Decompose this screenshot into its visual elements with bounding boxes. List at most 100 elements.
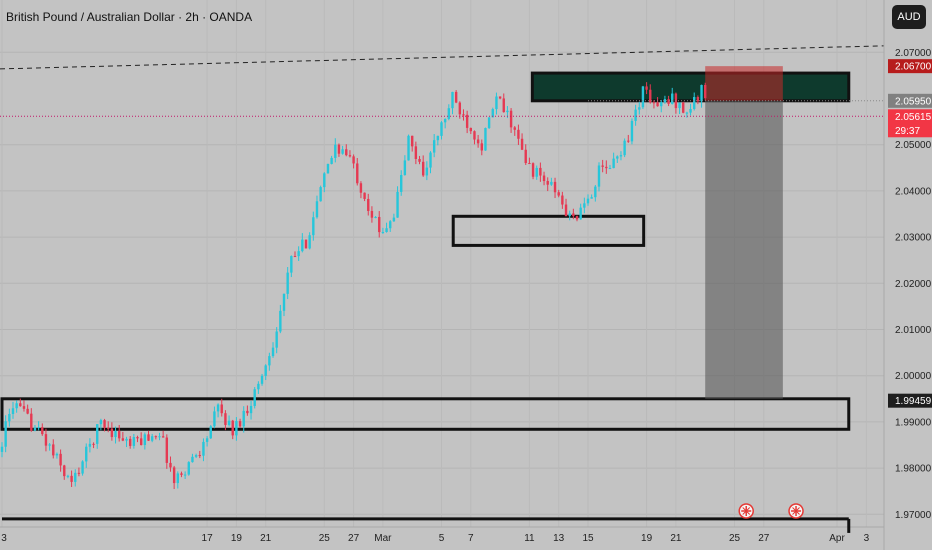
candle (616, 155, 619, 163)
candle (469, 127, 472, 135)
candle-body (564, 204, 568, 217)
candle (235, 417, 238, 441)
candle (30, 408, 33, 432)
candle (682, 101, 685, 114)
candle-body (513, 127, 516, 130)
candle-body (304, 239, 308, 249)
candle (660, 99, 663, 113)
candle (700, 84, 703, 108)
candle-body (411, 135, 414, 147)
candle-body (77, 472, 81, 474)
candle-body (443, 118, 447, 123)
event-flag-icon[interactable] (738, 503, 754, 519)
candle (487, 117, 491, 129)
candle (513, 125, 516, 136)
candle (268, 352, 271, 371)
candle-body (568, 213, 571, 217)
candle-body (476, 139, 480, 144)
candle (367, 193, 370, 216)
candle (220, 398, 223, 417)
candle-body (227, 420, 231, 425)
candle-body (348, 155, 352, 157)
candle (337, 143, 341, 157)
candle-body (619, 155, 623, 157)
price-tag: 2.06700 (888, 59, 932, 74)
time-axis-bg (0, 527, 932, 550)
candle (242, 406, 245, 433)
candle (4, 415, 7, 453)
candle-body (542, 175, 546, 182)
candle-body (205, 438, 209, 442)
candle (425, 161, 429, 181)
candle-body (282, 293, 286, 311)
candle (465, 110, 469, 134)
zone-supply (530, 71, 851, 103)
candle-body (235, 421, 238, 436)
candle (411, 135, 414, 152)
candle-body (183, 474, 187, 476)
candle-body (63, 465, 66, 477)
candle (557, 189, 560, 198)
candle-body (678, 102, 681, 109)
x-tick-label: 7 (468, 533, 474, 544)
candle (634, 104, 637, 126)
candle (389, 220, 392, 232)
candle (231, 419, 234, 440)
candle (473, 130, 476, 145)
candle (107, 421, 110, 433)
candle (158, 432, 161, 441)
candle (77, 467, 81, 477)
candle-body (165, 437, 169, 463)
candle (194, 453, 198, 459)
candle (213, 406, 216, 429)
candle-body (268, 356, 271, 366)
candle-body (279, 310, 282, 332)
y-tick-label: 1.99000 (895, 417, 932, 428)
x-tick-label: 21 (670, 533, 682, 544)
candle (37, 421, 40, 431)
price-tag: 2.05950 (888, 93, 932, 108)
candle (586, 194, 590, 206)
time-axis: 31719212527Mar5711131519212527Apr36 (0, 526, 932, 550)
short-position-tool[interactable] (705, 66, 783, 399)
candle-body (645, 86, 648, 90)
candle-body (535, 167, 538, 177)
currency-button[interactable]: AUD (892, 5, 926, 29)
y-tick-label: 2.03000 (895, 233, 932, 244)
event-flag-icon[interactable] (788, 503, 804, 519)
candle-body (685, 112, 689, 114)
candle-body (381, 231, 385, 233)
candle-body (271, 347, 275, 357)
candle (301, 233, 304, 253)
candle (546, 177, 549, 192)
candle-body (150, 436, 154, 441)
price-axis[interactable]: 2.07000 2.05000 2.04000 2.03000 2.02000 2.010… (883, 0, 932, 550)
candle (202, 438, 205, 462)
candle (356, 157, 359, 186)
candle-body (209, 426, 212, 439)
dashed-trendline (0, 45, 885, 70)
candle-body (85, 446, 88, 462)
candle-body (161, 436, 165, 438)
candle-body (323, 173, 326, 188)
candle (689, 103, 692, 116)
candle (352, 154, 355, 169)
candle (407, 134, 410, 161)
price-tag: 1.99459 (888, 393, 932, 408)
candle-body (700, 84, 703, 102)
position-target-zone[interactable] (705, 100, 783, 399)
x-tick-label: 19 (641, 533, 653, 544)
price-tag-label: 2.05615 (895, 112, 932, 123)
candle-body (30, 413, 33, 431)
candle (304, 239, 308, 249)
candle-body (253, 389, 256, 406)
position-risk-zone[interactable] (705, 66, 783, 101)
candle (110, 422, 114, 441)
candle (520, 133, 524, 151)
candle (454, 90, 458, 104)
candle (649, 84, 652, 104)
candle-body (663, 99, 667, 103)
candle (627, 134, 630, 143)
candle (275, 327, 278, 354)
